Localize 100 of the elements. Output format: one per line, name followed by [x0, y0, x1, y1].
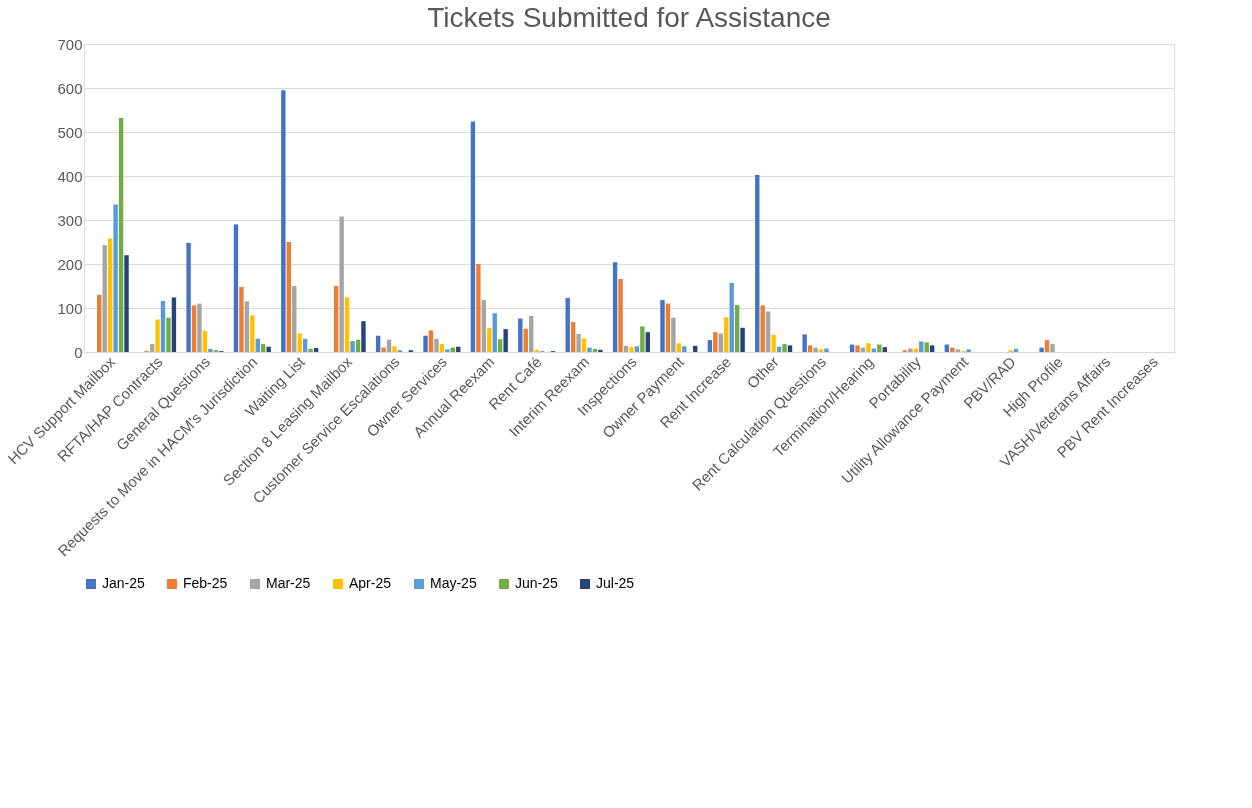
bar: [807, 345, 813, 352]
bar: [286, 242, 292, 352]
bar: [765, 311, 771, 352]
bar: [487, 328, 492, 352]
bar: [640, 326, 645, 352]
bar: [233, 224, 239, 352]
bar: [955, 349, 960, 352]
bar: [361, 321, 366, 352]
bar: [503, 329, 508, 352]
bar: [239, 286, 244, 352]
bar: [160, 300, 166, 352]
bar: [445, 349, 450, 352]
bar: [771, 334, 776, 352]
bar: [802, 334, 807, 352]
bar: [350, 341, 355, 352]
y-tick-label: 300: [57, 211, 83, 229]
bar: [339, 216, 344, 352]
bar: [908, 348, 913, 352]
bar: [855, 345, 860, 352]
bar: [877, 344, 882, 352]
bar: [107, 238, 113, 352]
bar: [191, 305, 197, 352]
bar: [871, 348, 877, 352]
bar: [587, 347, 592, 352]
bar: [924, 342, 929, 352]
bar: [671, 317, 676, 352]
bar: [1039, 347, 1044, 352]
bar: [102, 245, 107, 352]
y-tick-label: 500: [57, 123, 83, 141]
bar: [518, 318, 523, 352]
legend-label: Jan-25: [102, 575, 146, 591]
bar: [676, 343, 682, 352]
bar: [665, 303, 671, 352]
bar: [118, 117, 124, 352]
bar: [1050, 344, 1055, 352]
bar: [255, 338, 260, 352]
bar: [292, 286, 297, 352]
legend-label: Jun-25: [515, 575, 559, 591]
bar: [576, 333, 581, 352]
bar: [434, 338, 439, 352]
y-tick-label: 600: [57, 79, 83, 97]
bar: [824, 348, 829, 352]
bar: [266, 346, 271, 352]
bar: [186, 242, 191, 352]
bar: [929, 345, 935, 352]
bar: [281, 90, 286, 352]
bar: [919, 341, 924, 352]
bar: [344, 297, 350, 352]
bar: [1044, 340, 1050, 352]
bar: [534, 349, 539, 352]
bar: [813, 347, 818, 352]
bar: [724, 317, 729, 352]
bar: [497, 339, 503, 352]
bar: [760, 305, 765, 352]
bar: [570, 322, 576, 352]
bar: [244, 301, 250, 352]
legend-label: Apr-25: [349, 575, 392, 591]
y-tick-label: 400: [57, 167, 83, 185]
bar: [598, 349, 603, 352]
bar: [481, 300, 487, 352]
legend-label: Mar-25: [266, 575, 311, 591]
bar: [476, 264, 481, 352]
bar: [707, 340, 713, 352]
bar: [302, 338, 308, 352]
bar: [208, 348, 213, 352]
bar: [250, 315, 255, 352]
bar: [782, 344, 787, 352]
bar: [818, 349, 824, 352]
bar: [261, 344, 266, 352]
bar: [428, 330, 434, 352]
bar: [333, 286, 339, 352]
bar: [882, 347, 887, 352]
bar: [155, 319, 160, 352]
bar: [113, 204, 118, 352]
bar: [202, 330, 208, 352]
bar: [492, 313, 497, 352]
bar: [124, 255, 129, 352]
bar: [166, 317, 171, 352]
bar: [966, 349, 971, 352]
bar: [381, 347, 386, 352]
bar: [423, 335, 428, 352]
bar: [197, 303, 202, 352]
y-tick-label: 100: [57, 299, 83, 317]
bar: [149, 344, 155, 352]
bar: [470, 121, 476, 352]
bar: [171, 297, 177, 352]
bar: [866, 343, 871, 352]
bar: [787, 345, 793, 352]
bar: [755, 175, 760, 352]
bar: [713, 332, 718, 352]
bar: [612, 262, 618, 352]
y-tick-label: 700: [57, 35, 83, 53]
bar: [634, 346, 640, 352]
bar: [618, 278, 623, 352]
bar: [313, 348, 319, 352]
y-tick-label: 0: [74, 343, 83, 361]
legend-label: Jul-25: [596, 575, 635, 591]
y-tick-label: 200: [57, 255, 83, 273]
bar: [629, 347, 634, 352]
bar: [645, 332, 651, 352]
